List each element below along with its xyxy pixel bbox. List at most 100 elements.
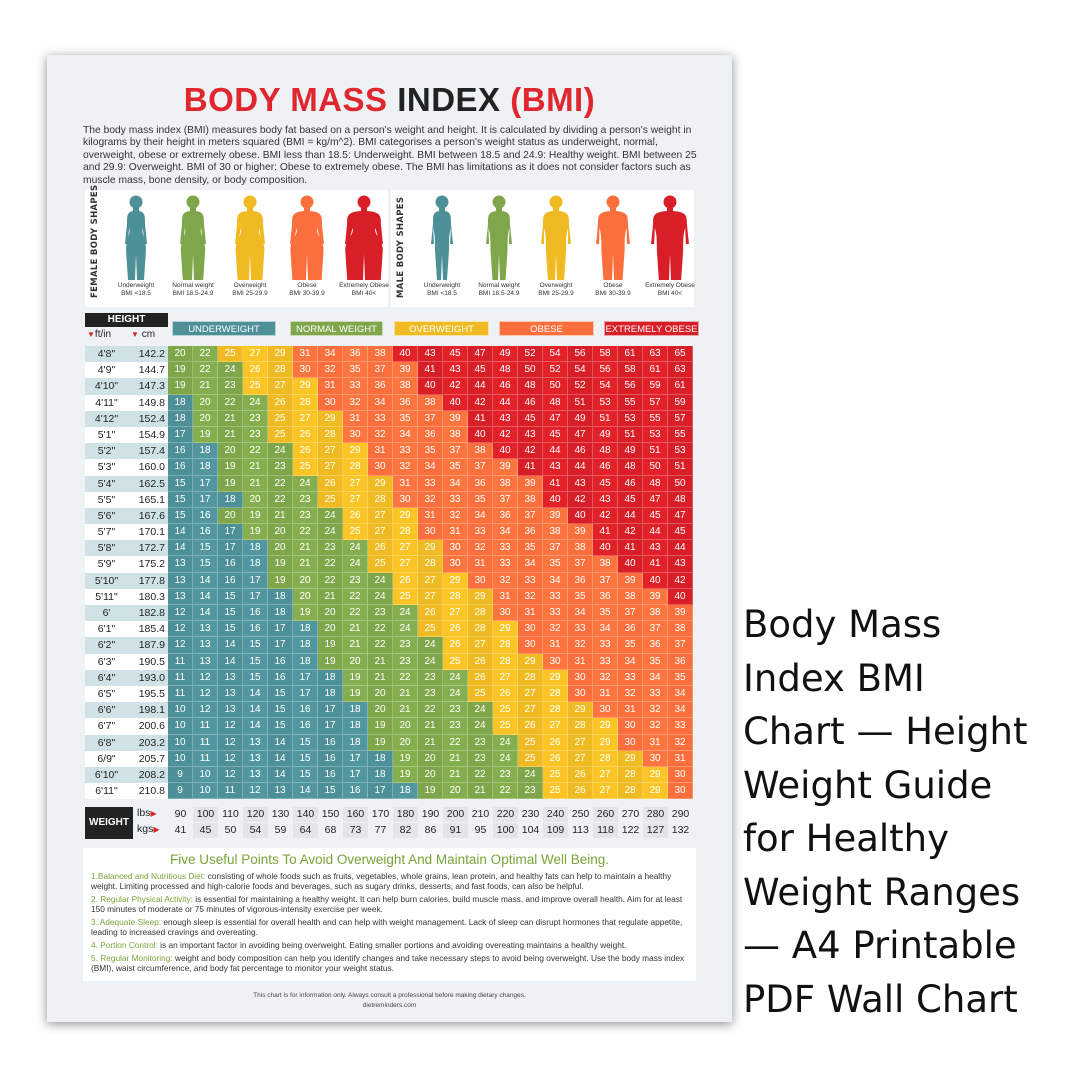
bmi-cell: 34 bbox=[468, 507, 493, 525]
caption-line: PDF Wall Chart bbox=[743, 977, 1018, 1021]
bmi-cell: 18 bbox=[268, 588, 293, 605]
bmi-cell: 42 bbox=[518, 443, 543, 460]
bmi-cell: 20 bbox=[418, 750, 443, 767]
bmi-cell: 38 bbox=[643, 605, 668, 622]
bmi-cell: 36 bbox=[593, 588, 618, 605]
lbs-row: 90 100 110 120 130 140 150 160 170 180 190 200 210 22… bbox=[168, 807, 693, 822]
bmi-cell: 44 bbox=[643, 524, 668, 541]
bmi-cell: 12 bbox=[193, 685, 218, 703]
body-silhouette-icon bbox=[541, 195, 571, 280]
kgs-value: 64 bbox=[293, 823, 318, 838]
bmi-cell: 20 bbox=[293, 572, 318, 589]
tip-body: is essential for maintaining a healthy w… bbox=[91, 894, 683, 914]
bmi-cell: 18 bbox=[193, 459, 218, 476]
bmi-cell: 17 bbox=[193, 475, 218, 492]
bmi-cell: 31 bbox=[668, 750, 693, 767]
bmi-cell: 12 bbox=[218, 718, 243, 735]
caption-line: Weight Guide bbox=[743, 763, 993, 807]
height-cm: 177.8 bbox=[128, 572, 168, 589]
bmi-cell: 39 bbox=[618, 572, 643, 589]
ft-in-header[interactable]: ▼ft/in bbox=[87, 329, 112, 340]
bmi-cell: 15 bbox=[268, 718, 293, 735]
table-row: 5'3" 160.0 16 18 19 21 23 25 27 28 30 32 34 35 37 39 41 4… bbox=[85, 459, 693, 476]
height-ft: 6'3" bbox=[85, 653, 128, 670]
bmi-cell: 27 bbox=[568, 734, 593, 751]
height-cm: 185.4 bbox=[128, 621, 168, 638]
bmi-cell: 22 bbox=[193, 362, 218, 379]
male-figure: Normal weight BMI 18.5-24.9 bbox=[470, 194, 528, 298]
bmi-cell: 21 bbox=[443, 766, 468, 784]
bmi-cell: 26 bbox=[468, 653, 493, 670]
cm-header[interactable]: ▼ cm bbox=[131, 329, 156, 340]
shape-range: BMI 40< bbox=[351, 290, 377, 297]
legend-overweight: OVERWEIGHT bbox=[394, 321, 489, 336]
bmi-cell: 25 bbox=[393, 588, 418, 605]
tip-heading: 5. Regular Monitoring: bbox=[91, 953, 173, 963]
bmi-cell: 35 bbox=[668, 669, 693, 686]
table-row: 4'9" 144.7 19 22 24 26 28 30 32 35 37 39 41 43 45 48 50 5… bbox=[85, 362, 693, 379]
bmi-cell: 30 bbox=[568, 669, 593, 686]
bmi-cell: 17 bbox=[343, 766, 368, 784]
bmi-cell: 12 bbox=[168, 605, 193, 622]
height-ft: 6'1" bbox=[85, 621, 128, 638]
bmi-cell: 24 bbox=[268, 443, 293, 460]
bmi-cell: 56 bbox=[593, 362, 618, 379]
bmi-cell: 36 bbox=[368, 378, 393, 395]
bmi-cell: 9 bbox=[168, 783, 193, 800]
shape-name: Extremely Obese bbox=[339, 282, 389, 289]
bmi-cell: 30 bbox=[318, 394, 343, 411]
bmi-cell: 34 bbox=[418, 459, 443, 476]
body-silhouette-icon bbox=[431, 195, 453, 280]
bmi-cell: 23 bbox=[243, 426, 268, 444]
bmi-cell: 29 bbox=[443, 572, 468, 589]
height-ft: 5'4" bbox=[85, 475, 128, 492]
bmi-cell: 54 bbox=[593, 378, 618, 395]
bmi-cell: 20 bbox=[393, 718, 418, 735]
bmi-cell: 50 bbox=[518, 362, 543, 379]
bmi-cell: 32 bbox=[368, 426, 393, 444]
height-cm: 172.7 bbox=[128, 540, 168, 557]
bmi-cell: 31 bbox=[293, 346, 318, 363]
bmi-cell: 44 bbox=[468, 378, 493, 395]
bmi-cell: 37 bbox=[468, 459, 493, 476]
tip-body: enough sleep is essential for overall he… bbox=[91, 917, 683, 937]
bmi-cell: 65 bbox=[668, 346, 693, 363]
height-ft: 4'10" bbox=[85, 378, 128, 395]
height-cm: 203.2 bbox=[128, 734, 168, 751]
bmi-cell: 22 bbox=[368, 621, 393, 638]
bmi-cell: 28 bbox=[618, 783, 643, 800]
bmi-cell: 28 bbox=[293, 394, 318, 411]
bmi-cell: 32 bbox=[518, 588, 543, 605]
bmi-cell: 16 bbox=[193, 524, 218, 541]
bmi-cell: 49 bbox=[493, 346, 518, 363]
bmi-cell: 12 bbox=[218, 750, 243, 767]
body-silhouette-icon bbox=[596, 195, 630, 280]
bmi-cell: 28 bbox=[543, 685, 568, 703]
tips-title: Five Useful Points To Avoid Overweight A… bbox=[170, 852, 609, 867]
bmi-cell: 23 bbox=[393, 653, 418, 670]
bmi-cell: 41 bbox=[468, 410, 493, 427]
height-cm: 195.5 bbox=[128, 685, 168, 703]
bmi-cell: 26 bbox=[568, 783, 593, 800]
bmi-cell: 24 bbox=[443, 685, 468, 703]
bmi-cell: 32 bbox=[543, 621, 568, 638]
height-ft: 5'6" bbox=[85, 507, 128, 525]
bmi-cell: 37 bbox=[518, 507, 543, 525]
bmi-cell: 55 bbox=[643, 410, 668, 427]
tip-body: weight and body composition can help you… bbox=[91, 953, 685, 973]
bmi-cell: 16 bbox=[193, 507, 218, 525]
arrow-right-icon: ▶ bbox=[150, 809, 157, 818]
bmi-cell: 33 bbox=[518, 572, 543, 589]
bmi-cell: 12 bbox=[168, 637, 193, 654]
bmi-cell: 25 bbox=[368, 556, 393, 573]
bmi-cell: 18 bbox=[393, 783, 418, 800]
bmi-cell: 38 bbox=[568, 540, 593, 557]
table-row: 6'7" 200.6 10 11 12 14 15 16 17 18 19 20 21 23 24 25 26 2… bbox=[85, 718, 693, 735]
bmi-cell: 28 bbox=[543, 702, 568, 719]
bmi-cell: 13 bbox=[243, 750, 268, 767]
bmi-cell: 33 bbox=[543, 605, 568, 622]
bmi-cell: 43 bbox=[493, 410, 518, 427]
female-figure: Underweight BMI <18.5 bbox=[107, 194, 165, 298]
bmi-cell: 24 bbox=[418, 637, 443, 654]
bmi-cell: 24 bbox=[518, 766, 543, 784]
